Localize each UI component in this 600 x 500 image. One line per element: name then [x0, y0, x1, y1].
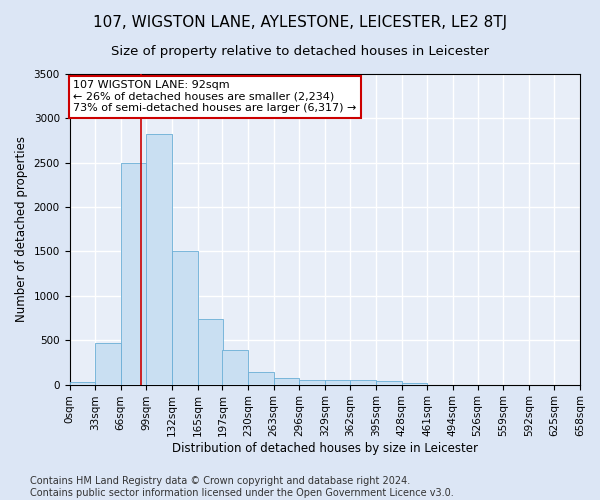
Y-axis label: Number of detached properties: Number of detached properties: [15, 136, 28, 322]
Bar: [146, 134, 172, 384]
Bar: [70, 382, 95, 384]
Bar: [350, 380, 376, 384]
Bar: [223, 350, 248, 384]
Bar: [274, 378, 299, 384]
Bar: [248, 372, 274, 384]
Bar: [401, 383, 427, 384]
Text: Contains HM Land Registry data © Crown copyright and database right 2024.
Contai: Contains HM Land Registry data © Crown c…: [30, 476, 454, 498]
Bar: [172, 250, 197, 384]
Text: 107, WIGSTON LANE, AYLESTONE, LEICESTER, LE2 8TJ: 107, WIGSTON LANE, AYLESTONE, LEICESTER,…: [93, 15, 507, 30]
Bar: [325, 380, 350, 384]
Text: Size of property relative to detached houses in Leicester: Size of property relative to detached ho…: [111, 45, 489, 58]
Text: 107 WIGSTON LANE: 92sqm
← 26% of detached houses are smaller (2,234)
73% of semi: 107 WIGSTON LANE: 92sqm ← 26% of detache…: [73, 80, 357, 114]
Bar: [376, 382, 401, 384]
Bar: [299, 380, 325, 384]
Bar: [121, 162, 146, 384]
Bar: [197, 319, 223, 384]
X-axis label: Distribution of detached houses by size in Leicester: Distribution of detached houses by size …: [172, 442, 478, 455]
Bar: [95, 343, 121, 384]
